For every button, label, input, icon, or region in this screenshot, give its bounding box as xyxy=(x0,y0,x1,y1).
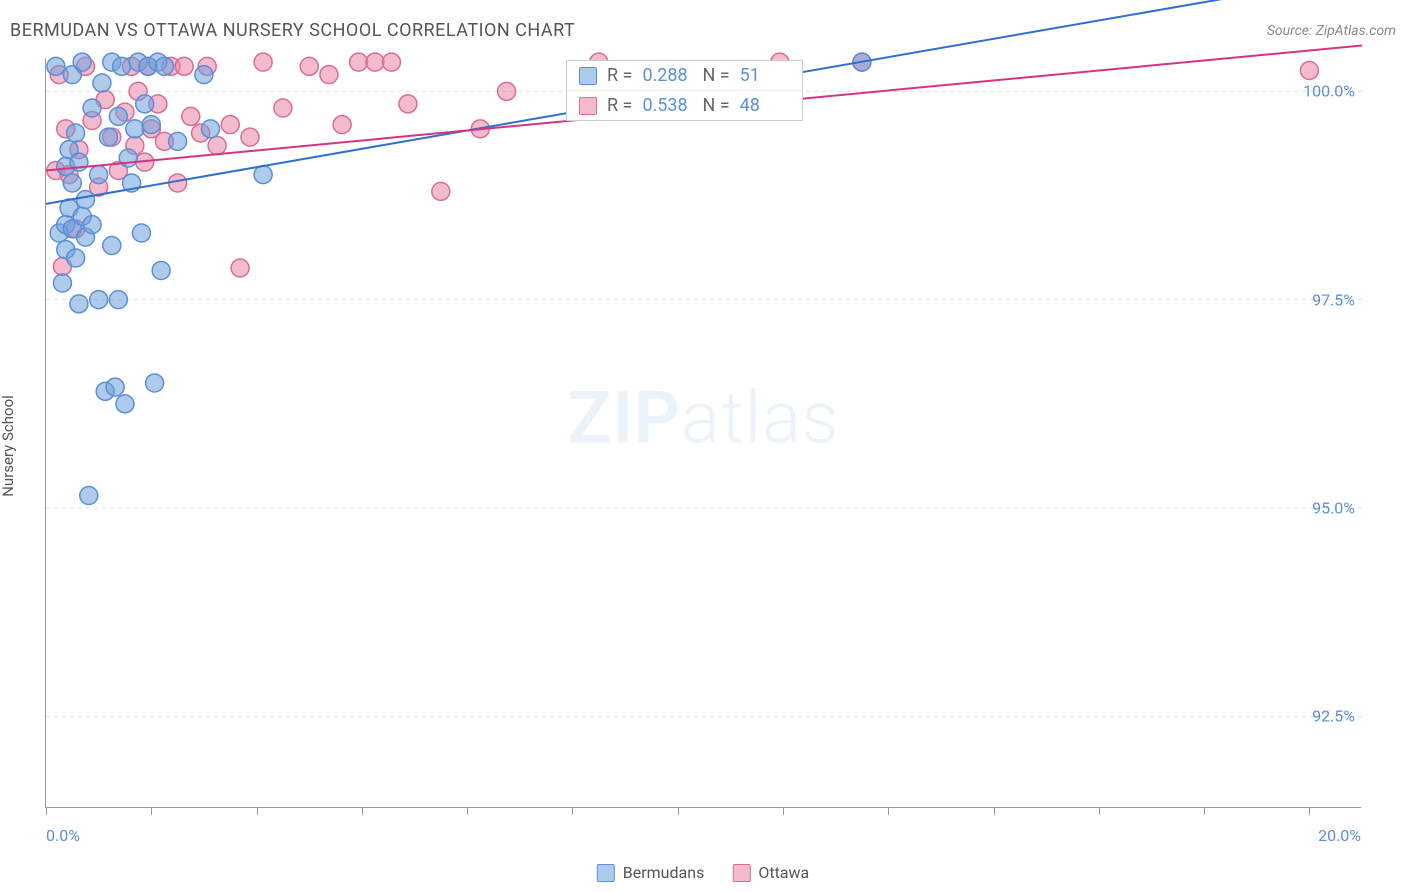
r-label: R = xyxy=(607,65,632,86)
bermudans-r-value: 0.288 xyxy=(642,65,692,86)
ottawa-n-value: 48 xyxy=(740,95,790,116)
x-axis-max-label: 20.0% xyxy=(1318,826,1361,845)
y-tick-label: 97.5% xyxy=(1312,290,1355,309)
n-label: N = xyxy=(702,95,729,116)
bermudans-swatch xyxy=(579,67,597,85)
x-tick xyxy=(1099,807,1100,815)
legend: Bermudans Ottawa xyxy=(597,863,809,882)
ottawa-r-value: 0.538 xyxy=(642,95,692,116)
ottawa-legend-swatch xyxy=(732,864,750,882)
ottawa-legend-label: Ottawa xyxy=(758,863,809,882)
y-tick-label: 92.5% xyxy=(1312,707,1355,726)
x-tick xyxy=(362,807,363,815)
x-tick xyxy=(467,807,468,815)
y-axis-title: Nursery School xyxy=(0,395,17,497)
n-label: N = xyxy=(702,65,729,86)
x-tick xyxy=(46,807,47,815)
correlation-stats-box: R = 0.288 N = 51 R = 0.538 N = 48 xyxy=(566,60,803,121)
y-tick-label: 95.0% xyxy=(1312,499,1355,518)
legend-item-bermudans: Bermudans xyxy=(597,863,705,882)
x-tick xyxy=(1309,807,1310,815)
y-tick-label: 100.0% xyxy=(1303,82,1355,101)
bermudans-legend-label: Bermudans xyxy=(623,863,705,882)
bermudans-legend-swatch xyxy=(597,864,615,882)
ottawa-swatch xyxy=(579,97,597,115)
x-tick xyxy=(1204,807,1205,815)
x-tick xyxy=(572,807,573,815)
x-tick xyxy=(151,807,152,815)
x-tick xyxy=(257,807,258,815)
x-axis-min-label: 0.0% xyxy=(46,826,80,845)
scatter-plot-svg xyxy=(46,58,1361,807)
r-label: R = xyxy=(607,95,632,116)
chart-plot-area: ZIPatlas R = 0.288 N = 51 R = 0.538 N = … xyxy=(45,58,1361,808)
stats-row-bermudans: R = 0.288 N = 51 xyxy=(567,61,802,91)
x-tick xyxy=(888,807,889,815)
stats-row-ottawa: R = 0.538 N = 48 xyxy=(567,91,802,120)
x-tick xyxy=(678,807,679,815)
chart-title: BERMUDAN VS OTTAWA NURSERY SCHOOL CORREL… xyxy=(10,20,575,41)
x-tick xyxy=(783,807,784,815)
x-tick xyxy=(994,807,995,815)
source-attribution: Source: ZipAtlas.com xyxy=(1267,23,1396,39)
bermudans-n-value: 51 xyxy=(740,65,790,86)
legend-item-ottawa: Ottawa xyxy=(732,863,809,882)
